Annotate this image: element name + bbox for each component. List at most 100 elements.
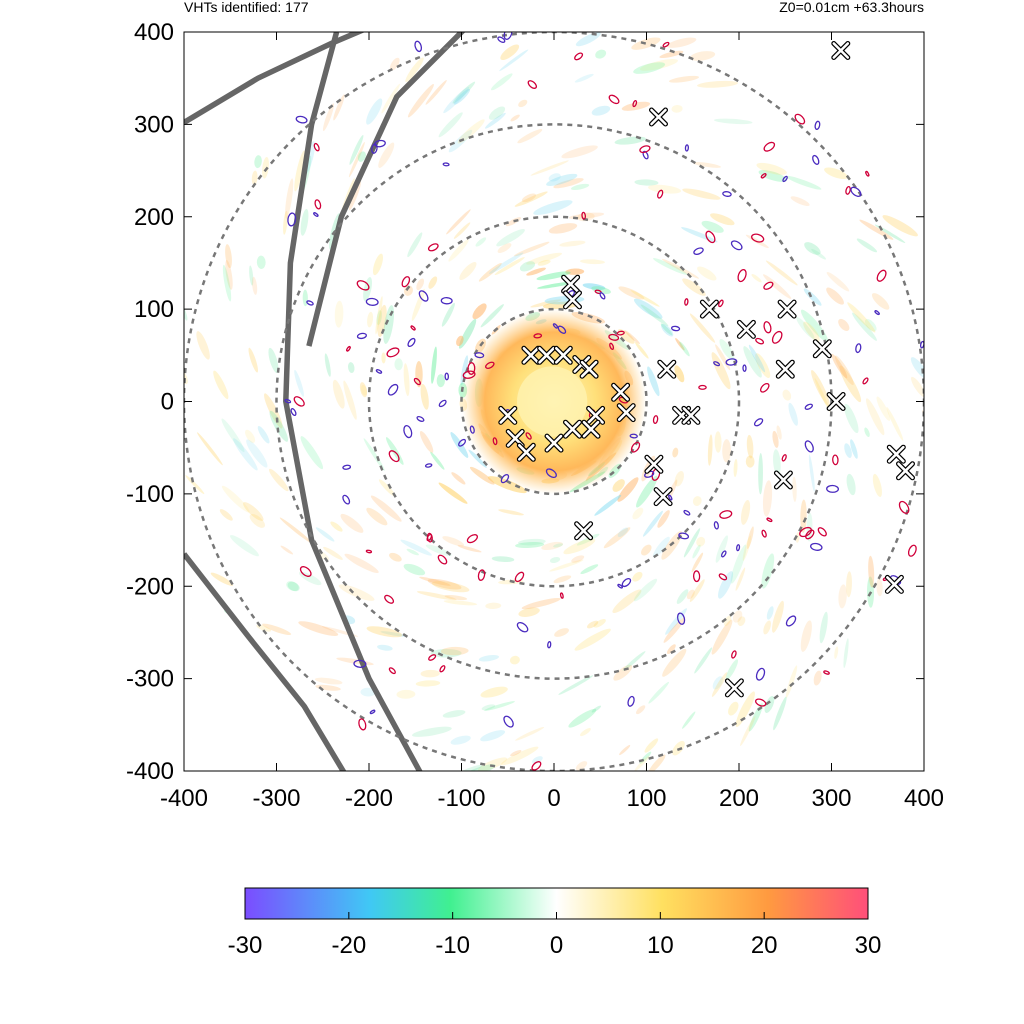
field-streak — [517, 129, 543, 144]
field-streak — [603, 527, 631, 549]
updraft-contour — [552, 323, 559, 329]
updraft-contour — [440, 297, 453, 305]
field-streak — [406, 548, 419, 556]
field-streak — [617, 477, 639, 502]
updraft-contour — [284, 398, 292, 404]
field-streak — [246, 439, 268, 468]
field-streak — [548, 173, 561, 182]
field-streak — [245, 429, 256, 443]
updraft-contour — [500, 473, 510, 484]
field-streak — [430, 649, 462, 658]
colorbar-tick-label: 10 — [647, 932, 674, 959]
field-streak — [690, 51, 716, 61]
field-streak — [808, 454, 815, 492]
field-streak — [381, 352, 386, 364]
updraft-contour — [557, 325, 567, 334]
updraft-contour — [342, 464, 352, 470]
field-streak — [377, 304, 387, 338]
field-streak — [254, 155, 262, 169]
field-streak — [711, 672, 728, 697]
y-tick-label: -300 — [126, 666, 174, 693]
updraft-contour — [516, 621, 529, 633]
updraft-contour — [353, 659, 367, 668]
field-streak — [376, 310, 382, 326]
updraft-contour — [676, 612, 686, 625]
field-streak — [222, 264, 232, 302]
field-streak — [772, 430, 779, 448]
updraft-contour — [826, 484, 840, 493]
field-streak — [852, 312, 877, 341]
field-streak — [803, 321, 820, 342]
field-streak — [526, 252, 562, 265]
field-streak — [381, 83, 401, 114]
field-streak — [568, 708, 597, 728]
field-streak — [332, 379, 345, 409]
field-streak — [472, 303, 487, 320]
field-streak — [496, 229, 525, 247]
field-streak — [826, 271, 850, 292]
plot-area: -400 -300 -200 -100 0 100 200 300 400 -400 -300 -2… — [126, 19, 944, 812]
updraft-contour — [469, 425, 475, 434]
updraft-contour — [657, 189, 664, 199]
field-streak — [333, 94, 345, 121]
field-streak — [330, 521, 343, 532]
field-streak — [537, 281, 574, 289]
field-streak — [831, 353, 848, 379]
field-streak — [541, 541, 563, 551]
field-streak — [518, 607, 540, 617]
field-streak — [850, 439, 858, 459]
updraft-contour — [547, 641, 552, 649]
updraft-contour — [545, 468, 557, 479]
field-streak — [361, 385, 368, 396]
field-streak — [713, 118, 753, 125]
field-streak — [587, 620, 599, 629]
colorbar-tick-label: -20 — [331, 932, 366, 959]
field-streak — [559, 240, 586, 247]
updraft-contour — [763, 141, 776, 152]
field-streak — [633, 62, 666, 74]
field-streak — [443, 600, 478, 606]
field-streak — [411, 288, 426, 321]
updraft-contour — [755, 337, 765, 345]
updraft-contour — [358, 718, 367, 731]
updraft-contour — [442, 162, 450, 167]
field-streak — [521, 193, 536, 203]
updraft-contour — [865, 170, 870, 177]
updraft-contour — [862, 377, 869, 385]
field-streak — [692, 161, 721, 168]
field-streak — [517, 538, 546, 546]
field-streak — [430, 451, 445, 470]
field-streak — [480, 304, 504, 328]
field-streak — [712, 676, 723, 690]
field-streak — [563, 538, 596, 555]
updraft-contour — [759, 382, 770, 393]
field-streak — [668, 75, 700, 83]
field-streak — [763, 620, 772, 635]
field-streak — [196, 432, 223, 466]
updraft-contour — [477, 569, 486, 581]
field-streak — [575, 32, 601, 47]
field-streak — [782, 389, 792, 401]
field-streak — [456, 335, 464, 347]
field-streak — [811, 248, 827, 260]
field-streak — [864, 318, 877, 332]
field-streak — [846, 473, 856, 496]
field-streak — [213, 370, 229, 400]
updraft-contour — [713, 361, 721, 367]
y-tick-label: 100 — [134, 296, 174, 323]
field-streak — [872, 473, 882, 497]
field-streak — [403, 363, 410, 397]
field-streak — [796, 316, 815, 340]
updraft-contour — [574, 52, 584, 61]
field-streak — [834, 355, 854, 386]
field-streak — [776, 425, 782, 440]
field-streak — [451, 472, 466, 485]
updraft-contour — [356, 332, 367, 340]
field-streak — [595, 49, 607, 59]
field-streak — [487, 476, 527, 494]
field-streak — [248, 347, 259, 373]
field-streak — [173, 454, 184, 466]
field-streak — [268, 347, 279, 374]
field-streak — [762, 480, 773, 517]
field-streak — [185, 475, 205, 495]
